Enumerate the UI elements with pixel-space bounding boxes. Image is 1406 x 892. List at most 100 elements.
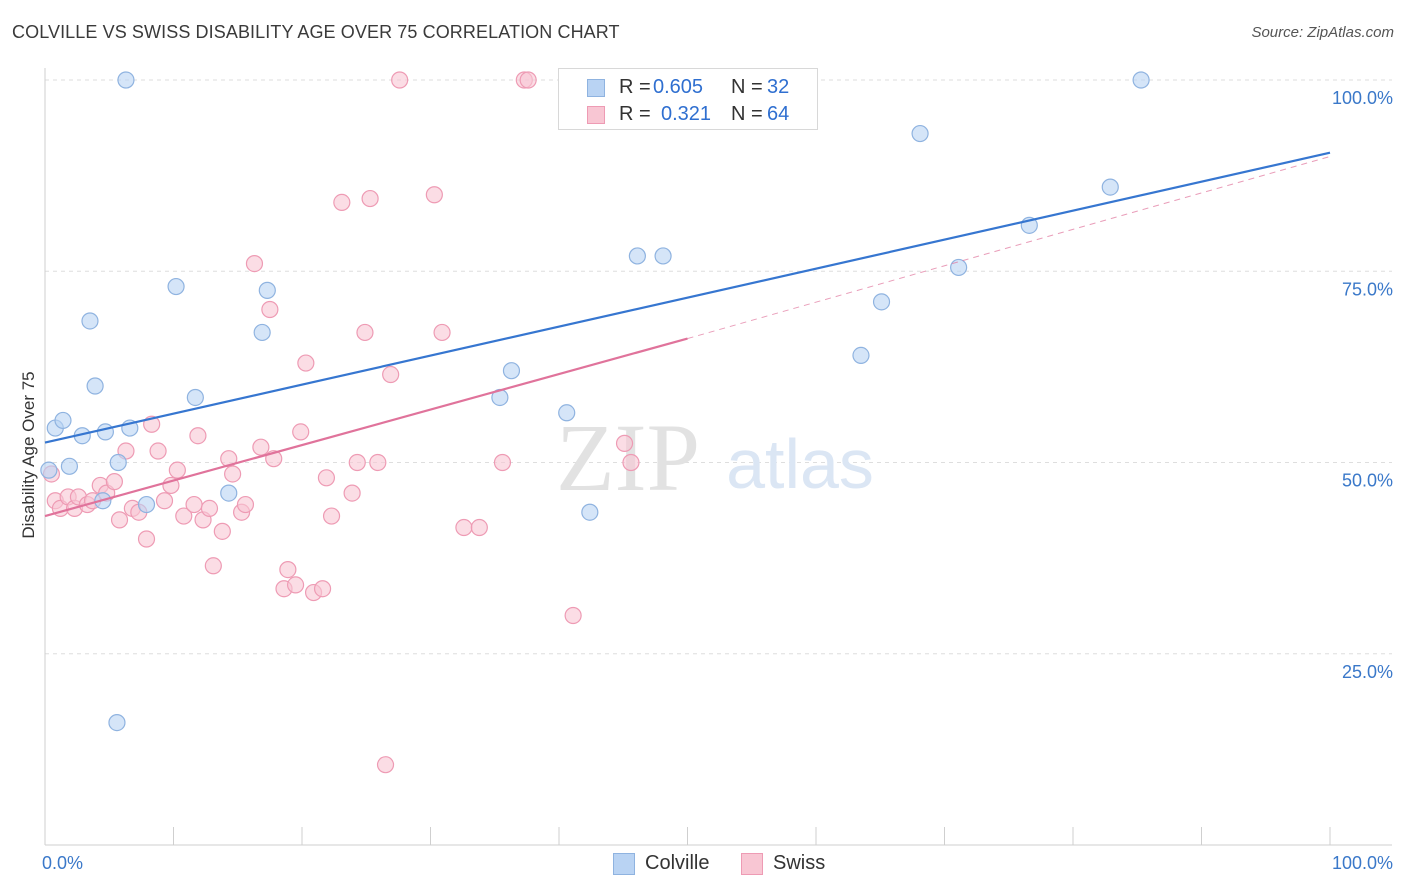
colville-point: [852, 346, 870, 364]
axes: [44, 68, 1392, 846]
swiss-point: [615, 434, 634, 452]
y-tick-label: 100.0%: [1332, 88, 1393, 108]
swiss-point: [200, 499, 219, 517]
swiss-point: [286, 576, 305, 594]
swiss-point: [175, 507, 193, 525]
colville-point: [167, 277, 185, 296]
y-tick-labels: 25.0% 50.0% 75.0% 100.0%: [1332, 88, 1393, 682]
swiss-point: [137, 530, 156, 548]
swiss-point: [105, 473, 123, 491]
swiss-point: [361, 189, 379, 208]
swiss-point: [391, 71, 409, 89]
swiss-point: [322, 507, 341, 525]
colville-point: [137, 495, 156, 514]
colville-r-value: 0.605: [653, 76, 704, 98]
swiss-point: [356, 323, 374, 342]
swiss-point: [333, 193, 351, 211]
colville-point: [1101, 178, 1119, 196]
colville-point: [40, 461, 58, 479]
colville-point: [581, 503, 599, 521]
swiss-point: [261, 300, 279, 319]
colville-point: [96, 423, 114, 441]
swiss-point: [213, 522, 231, 540]
swiss-point: [470, 518, 488, 537]
swiss-point: [149, 442, 167, 460]
swiss-point: [425, 186, 443, 204]
swiss-point: [564, 606, 582, 625]
colville-n-value: 32: [767, 76, 790, 98]
colville-point: [60, 457, 79, 475]
colville-legend-swatch: [613, 853, 635, 875]
colville-point: [109, 453, 127, 472]
y-tick-label: 25.0%: [1342, 662, 1393, 682]
swiss-point: [189, 427, 207, 445]
colville-point: [502, 362, 521, 380]
colville-point: [186, 388, 204, 407]
swiss-point: [317, 469, 336, 487]
swiss-point: [292, 423, 310, 441]
swiss-point: [252, 438, 270, 456]
swiss-point: [313, 580, 332, 598]
colville-swatch: [587, 79, 605, 97]
watermark: ZIP atlas: [556, 404, 874, 511]
colville-point: [911, 124, 929, 143]
swiss-point: [622, 453, 640, 472]
swiss-point: [155, 492, 174, 510]
colville-point: [628, 247, 646, 265]
colville-point: [54, 411, 72, 430]
swiss-legend-label: Swiss: [773, 852, 826, 874]
swiss-legend-swatch: [741, 853, 763, 875]
swiss-trend-extension: [687, 156, 1331, 340]
swiss-point: [245, 255, 264, 273]
colville-point: [1132, 71, 1150, 89]
colville-point: [117, 71, 135, 89]
swiss-r-value: 0.321: [661, 103, 712, 125]
swiss-point: [185, 495, 203, 514]
trend-lines: [44, 151, 1331, 518]
colville-point: [558, 404, 576, 422]
legend-row-swiss: R = 0.321 N = 64: [559, 100, 817, 128]
colville-point: [108, 713, 126, 732]
x-tick-label: 0.0%: [42, 853, 83, 873]
watermark-atlas: atlas: [726, 425, 874, 503]
colville-point: [253, 323, 271, 342]
swiss-point: [224, 465, 242, 483]
colville-point: [258, 281, 276, 299]
swiss-point: [297, 354, 315, 372]
colville-point: [220, 484, 238, 502]
swiss-point: [433, 323, 451, 342]
scatter-points: [40, 71, 1150, 774]
swiss-point: [493, 453, 512, 472]
colville-trend-line: [44, 151, 1331, 444]
swiss-point: [110, 511, 129, 529]
swiss-n-value: 64: [767, 103, 790, 125]
swiss-point: [279, 560, 297, 579]
y-tick-label: 50.0%: [1342, 471, 1393, 491]
gridlines: [45, 79, 1392, 655]
source-label: Source: ZipAtlas.com: [1251, 24, 1394, 41]
swiss-point: [343, 484, 361, 502]
y-tick-label: 75.0%: [1342, 279, 1393, 299]
legend-n-label: N =: [731, 76, 763, 98]
colville-point: [86, 377, 104, 395]
x-tick-label: 100.0%: [1332, 853, 1393, 873]
swiss-point: [204, 557, 222, 575]
swiss-point: [455, 518, 473, 537]
swiss-trend-line: [44, 337, 688, 518]
swiss-point: [348, 453, 366, 472]
swiss-point: [236, 495, 255, 514]
swiss-point: [369, 453, 387, 472]
colville-point: [81, 312, 99, 330]
legend-n-label: N =: [731, 103, 763, 125]
swiss-point: [519, 71, 537, 89]
colville-legend-label: Colville: [645, 852, 710, 874]
legend-r-label: R =: [619, 103, 651, 125]
y-axis-label: Disability Age Over 75: [19, 371, 38, 538]
swiss-point: [168, 461, 186, 479]
colville-point: [950, 258, 968, 277]
swiss-point: [382, 365, 400, 384]
colville-point: [654, 247, 672, 265]
chart-title: COLVILLE VS SWISS DISABILITY AGE OVER 75…: [12, 22, 620, 42]
x-tick-labels: 0.0% 100.0%: [42, 853, 1393, 873]
swiss-point: [376, 756, 395, 774]
